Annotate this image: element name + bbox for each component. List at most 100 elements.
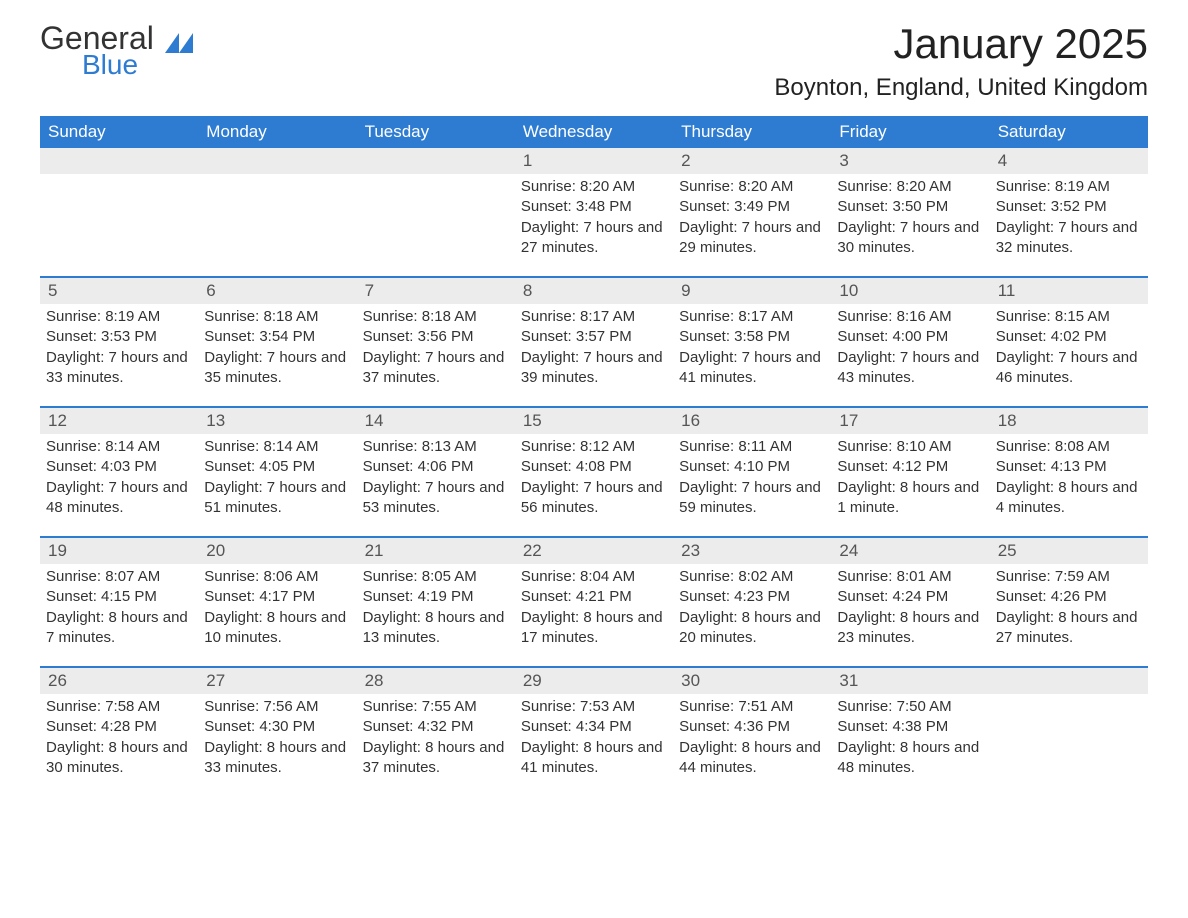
- sunrise-text: Sunrise: 8:08 AM: [996, 437, 1142, 457]
- sunset-text: Sunset: 3:54 PM: [204, 327, 350, 347]
- daylight-text: Daylight: 8 hours and 20 minutes.: [679, 608, 825, 649]
- day-27: 27Sunrise: 7:56 AMSunset: 4:30 PMDayligh…: [198, 668, 356, 786]
- sunrise-text: Sunrise: 7:55 AM: [363, 697, 509, 717]
- flag-icon: [165, 24, 193, 44]
- sunrise-text: Sunrise: 7:50 AM: [837, 697, 983, 717]
- day-number: 31: [831, 668, 989, 694]
- sunset-text: Sunset: 4:26 PM: [996, 587, 1142, 607]
- day-details: Sunrise: 8:18 AMSunset: 3:56 PMDaylight:…: [357, 304, 515, 394]
- day-16: 16Sunrise: 8:11 AMSunset: 4:10 PMDayligh…: [673, 408, 831, 526]
- daylight-text: Daylight: 8 hours and 41 minutes.: [521, 738, 667, 779]
- sunset-text: Sunset: 4:00 PM: [837, 327, 983, 347]
- day-25: 25Sunrise: 7:59 AMSunset: 4:26 PMDayligh…: [990, 538, 1148, 656]
- day-9: 9 Sunrise: 8:17 AMSunset: 3:58 PMDaylight…: [673, 278, 831, 396]
- day-number: 1: [515, 148, 673, 174]
- sunset-text: Sunset: 4:08 PM: [521, 457, 667, 477]
- day-number: 23: [673, 538, 831, 564]
- sunset-text: Sunset: 4:10 PM: [679, 457, 825, 477]
- daylight-text: Daylight: 8 hours and 37 minutes.: [363, 738, 509, 779]
- sunrise-text: Sunrise: 8:14 AM: [204, 437, 350, 457]
- sunrise-text: Sunrise: 7:58 AM: [46, 697, 192, 717]
- daylight-text: Daylight: 8 hours and 33 minutes.: [204, 738, 350, 779]
- day-empty: [990, 668, 1148, 786]
- day-number: 6: [198, 278, 356, 304]
- day-details: Sunrise: 8:17 AMSunset: 3:57 PMDaylight:…: [515, 304, 673, 394]
- day-18: 18Sunrise: 8:08 AMSunset: 4:13 PMDayligh…: [990, 408, 1148, 526]
- day-number: 11: [990, 278, 1148, 304]
- day-11: 11Sunrise: 8:15 AMSunset: 4:02 PMDayligh…: [990, 278, 1148, 396]
- day-details: Sunrise: 8:20 AMSunset: 3:48 PMDaylight:…: [515, 174, 673, 264]
- day-details: Sunrise: 8:07 AMSunset: 4:15 PMDaylight:…: [40, 564, 198, 654]
- day-empty: [40, 148, 198, 266]
- daylight-text: Daylight: 7 hours and 48 minutes.: [46, 478, 192, 519]
- day-details: Sunrise: 8:20 AMSunset: 3:50 PMDaylight:…: [831, 174, 989, 264]
- day-details: Sunrise: 8:20 AMSunset: 3:49 PMDaylight:…: [673, 174, 831, 264]
- day-details: Sunrise: 8:14 AMSunset: 4:05 PMDaylight:…: [198, 434, 356, 524]
- day-29: 29Sunrise: 7:53 AMSunset: 4:34 PMDayligh…: [515, 668, 673, 786]
- sunset-text: Sunset: 3:50 PM: [837, 197, 983, 217]
- day-26: 26Sunrise: 7:58 AMSunset: 4:28 PMDayligh…: [40, 668, 198, 786]
- daylight-text: Daylight: 7 hours and 27 minutes.: [521, 218, 667, 259]
- day-details: Sunrise: 7:59 AMSunset: 4:26 PMDaylight:…: [990, 564, 1148, 654]
- sunset-text: Sunset: 3:48 PM: [521, 197, 667, 217]
- day-details: Sunrise: 8:02 AMSunset: 4:23 PMDaylight:…: [673, 564, 831, 654]
- sunrise-text: Sunrise: 8:20 AM: [837, 177, 983, 197]
- day-24: 24Sunrise: 8:01 AMSunset: 4:24 PMDayligh…: [831, 538, 989, 656]
- sunset-text: Sunset: 4:12 PM: [837, 457, 983, 477]
- day-number: 4: [990, 148, 1148, 174]
- day-20: 20Sunrise: 8:06 AMSunset: 4:17 PMDayligh…: [198, 538, 356, 656]
- day-details: Sunrise: 8:11 AMSunset: 4:10 PMDaylight:…: [673, 434, 831, 524]
- dow-saturday: Saturday: [990, 116, 1148, 148]
- daylight-text: Daylight: 7 hours and 41 minutes.: [679, 348, 825, 389]
- day-details: Sunrise: 8:18 AMSunset: 3:54 PMDaylight:…: [198, 304, 356, 394]
- sunrise-text: Sunrise: 8:12 AM: [521, 437, 667, 457]
- sunrise-text: Sunrise: 8:04 AM: [521, 567, 667, 587]
- daylight-text: Daylight: 7 hours and 43 minutes.: [837, 348, 983, 389]
- day-number: 14: [357, 408, 515, 434]
- sunset-text: Sunset: 4:05 PM: [204, 457, 350, 477]
- day-number: [990, 668, 1148, 694]
- day-number: [40, 148, 198, 174]
- sunset-text: Sunset: 4:36 PM: [679, 717, 825, 737]
- day-number: 9: [673, 278, 831, 304]
- day-7: 7Sunrise: 8:18 AMSunset: 3:56 PMDaylight…: [357, 278, 515, 396]
- daylight-text: Daylight: 8 hours and 48 minutes.: [837, 738, 983, 779]
- day-number: [357, 148, 515, 174]
- sunrise-text: Sunrise: 7:56 AM: [204, 697, 350, 717]
- day-number: 7: [357, 278, 515, 304]
- daylight-text: Daylight: 7 hours and 46 minutes.: [996, 348, 1142, 389]
- day-details: Sunrise: 8:19 AMSunset: 3:53 PMDaylight:…: [40, 304, 198, 394]
- sunrise-text: Sunrise: 8:06 AM: [204, 567, 350, 587]
- sunset-text: Sunset: 3:58 PM: [679, 327, 825, 347]
- day-number: 30: [673, 668, 831, 694]
- day-8: 8Sunrise: 8:17 AMSunset: 3:57 PMDaylight…: [515, 278, 673, 396]
- day-number: 12: [40, 408, 198, 434]
- day-details: Sunrise: 7:51 AMSunset: 4:36 PMDaylight:…: [673, 694, 831, 784]
- day-empty: [357, 148, 515, 266]
- day-number: 3: [831, 148, 989, 174]
- day-details: Sunrise: 7:53 AMSunset: 4:34 PMDaylight:…: [515, 694, 673, 784]
- dow-sunday: Sunday: [40, 116, 198, 148]
- brand-logo: General Blue: [40, 20, 193, 81]
- sunrise-text: Sunrise: 8:14 AM: [46, 437, 192, 457]
- day-empty: [198, 148, 356, 266]
- day-number: 18: [990, 408, 1148, 434]
- daylight-text: Daylight: 8 hours and 1 minute.: [837, 478, 983, 519]
- daylight-text: Daylight: 7 hours and 53 minutes.: [363, 478, 509, 519]
- sunrise-text: Sunrise: 7:59 AM: [996, 567, 1142, 587]
- day-23: 23Sunrise: 8:02 AMSunset: 4:23 PMDayligh…: [673, 538, 831, 656]
- daylight-text: Daylight: 7 hours and 35 minutes.: [204, 348, 350, 389]
- day-30: 30Sunrise: 7:51 AMSunset: 4:36 PMDayligh…: [673, 668, 831, 786]
- sunrise-text: Sunrise: 8:17 AM: [679, 307, 825, 327]
- day-number: 13: [198, 408, 356, 434]
- daylight-text: Daylight: 8 hours and 27 minutes.: [996, 608, 1142, 649]
- week-row: 26Sunrise: 7:58 AMSunset: 4:28 PMDayligh…: [40, 666, 1148, 786]
- day-details: Sunrise: 8:12 AMSunset: 4:08 PMDaylight:…: [515, 434, 673, 524]
- week-row: 1Sunrise: 8:20 AMSunset: 3:48 PMDaylight…: [40, 148, 1148, 266]
- daylight-text: Daylight: 8 hours and 13 minutes.: [363, 608, 509, 649]
- daylight-text: Daylight: 7 hours and 30 minutes.: [837, 218, 983, 259]
- daylight-text: Daylight: 7 hours and 51 minutes.: [204, 478, 350, 519]
- daylight-text: Daylight: 8 hours and 10 minutes.: [204, 608, 350, 649]
- sunrise-text: Sunrise: 8:17 AM: [521, 307, 667, 327]
- day-2: 2Sunrise: 8:20 AMSunset: 3:49 PMDaylight…: [673, 148, 831, 266]
